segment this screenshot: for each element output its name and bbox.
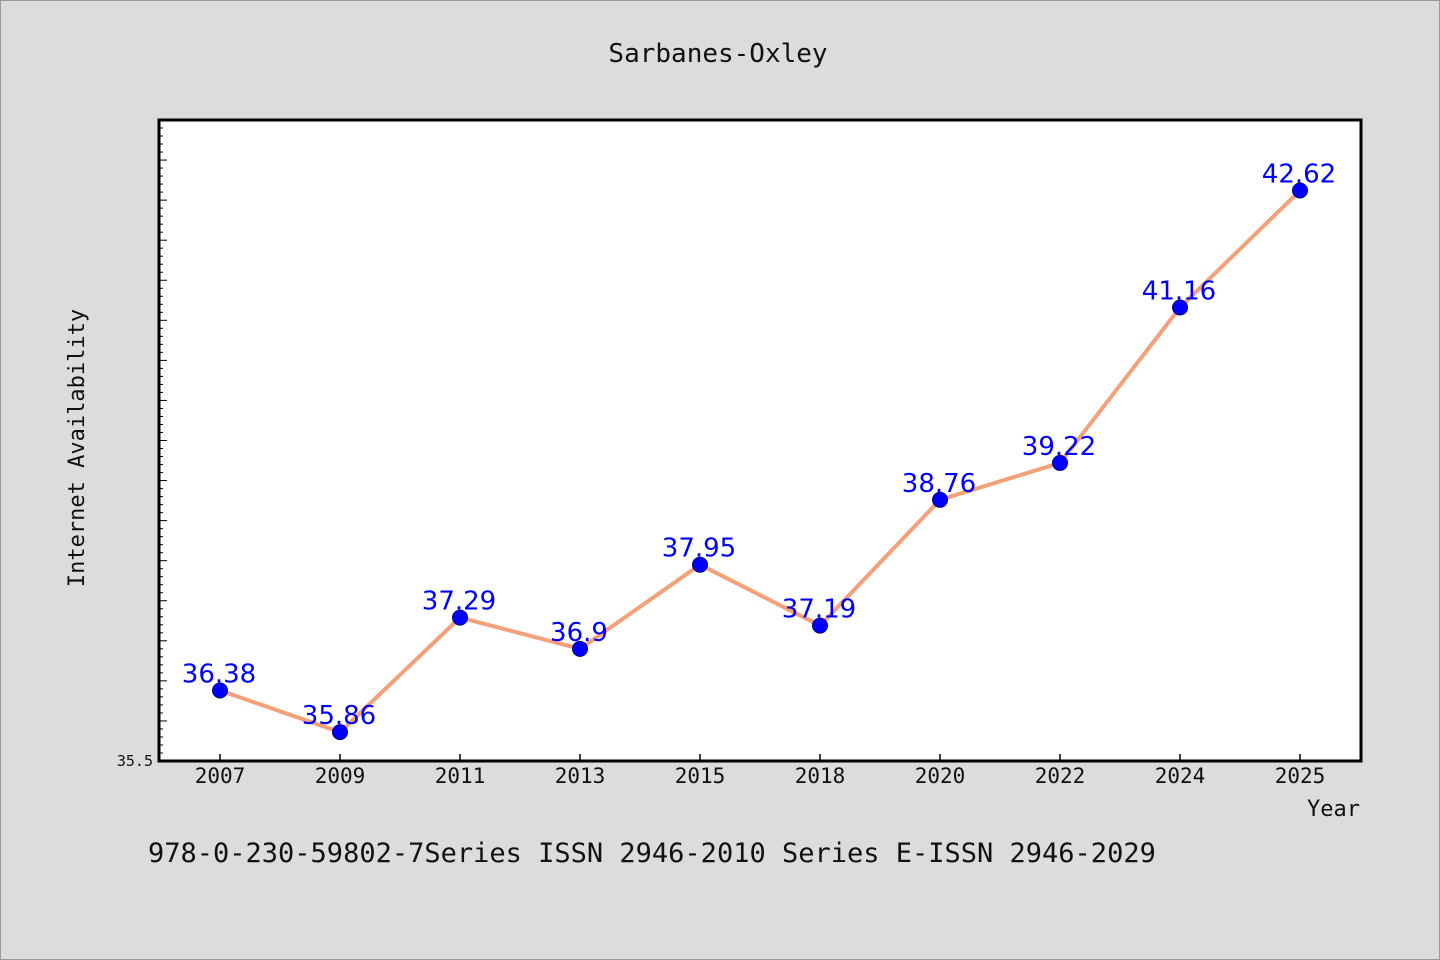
data-point (1052, 454, 1068, 471)
data-label: 36.38 (182, 659, 256, 689)
data-label: 42.62 (1262, 160, 1336, 190)
data-label: 37.95 (662, 534, 736, 564)
data-point (332, 724, 348, 741)
x-tick-label: 2009 (315, 764, 366, 788)
data-label: 41.16 (1142, 276, 1216, 306)
x-axis-ticks (219, 754, 1301, 761)
data-label: 37.29 (422, 587, 496, 617)
data-label: 37.19 (782, 595, 856, 625)
data-point (212, 682, 228, 699)
series-layer: 36.38 35.86 37.29 36.9 37.95 37.19 38.76 39.22 4… (182, 160, 1336, 741)
data-label: 39.22 (1022, 432, 1096, 462)
data-point (1292, 182, 1308, 199)
x-tick-label: 2020 (915, 764, 966, 788)
data-label: 38.76 (902, 469, 976, 499)
series-line (218, 188, 1302, 735)
x-tick-label: 2013 (555, 764, 606, 788)
data-point (692, 556, 708, 573)
x-tick-label: 2022 (1035, 764, 1086, 788)
x-tick-label: 2024 (1155, 764, 1206, 788)
x-tick-label: 2015 (675, 764, 726, 788)
data-point (1172, 299, 1188, 316)
data-point (812, 617, 828, 634)
data-point (572, 640, 588, 657)
y-axis-ticks (159, 127, 167, 754)
x-tick-label: 2018 (795, 764, 846, 788)
data-point (932, 491, 948, 508)
y-tick-label: 35.5 (117, 752, 153, 770)
x-tick-label: 2025 (1275, 764, 1326, 788)
y-axis-label: Internet Availability (65, 309, 90, 587)
footer-isbn-issn: 978-0-230-59802-7Series ISSN 2946-2010 S… (148, 838, 1156, 869)
plot-area (157, 118, 1363, 763)
x-tick-label: 2011 (435, 764, 486, 788)
data-label: 35.86 (302, 701, 376, 731)
data-label: 36.9 (550, 618, 608, 648)
chart-title: Sarbanes-Oxley (608, 39, 827, 69)
x-axis-tick-labels: 2007 2009 2011 2013 2015 2018 2020 2022 2024 2025 (195, 764, 1326, 788)
x-tick-label: 2007 (195, 764, 246, 788)
data-point (452, 609, 468, 626)
x-axis-label: Year (1307, 797, 1360, 822)
